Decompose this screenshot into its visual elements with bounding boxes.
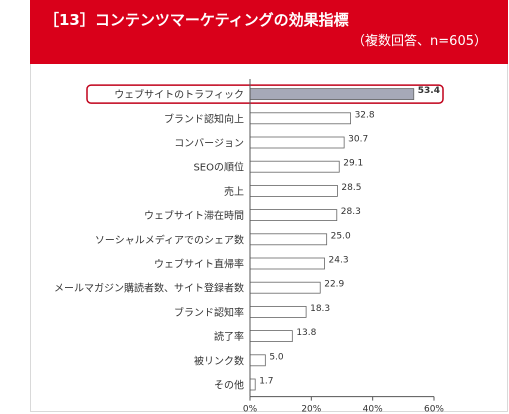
value-label: 13.8 [296,328,316,338]
value-label: 25.0 [331,231,351,241]
category-label: 売上 [224,185,244,198]
bar [249,209,338,222]
category-label: コンバージョン [174,138,244,150]
value-label: 22.9 [324,280,344,290]
category-label: SEOの順位 [193,161,244,174]
category-label: ウェブサイトのトラフィック [114,88,244,101]
value-label: 29.1 [343,159,363,169]
bar [249,378,256,391]
bar [249,112,351,125]
bar [249,354,266,367]
bar [249,305,307,318]
bar [249,184,338,197]
category-label: ブランド認知率 [174,306,244,319]
value-label: 28.3 [341,207,361,217]
bar [249,330,293,343]
bar [249,88,415,100]
value-label: 32.8 [355,110,375,120]
category-label: ウェブサイト滞在時間 [144,209,244,222]
x-tick-label: 0% [243,405,258,414]
bar [249,281,321,294]
value-label: 53.4 [418,86,440,96]
value-label: 28.5 [341,183,361,193]
category-label: 読了率 [214,330,244,343]
category-label: ウェブサイト直帰率 [154,258,244,271]
bar [249,257,325,270]
chart-title: ［13］コンテンツマーケティングの効果指標 [44,11,349,29]
category-label: ブランド認知向上 [164,112,244,125]
value-label: 24.3 [329,256,349,266]
bar [249,233,328,246]
chart-header [30,0,508,64]
value-label: 30.7 [348,135,368,145]
value-label: 5.0 [269,352,284,362]
highlight-outline [86,84,444,104]
category-label: ソーシャルメディアでのシェア数 [95,233,244,246]
x-tick-label: 60% [424,405,444,414]
category-label: メールマガジン購読者数、サイト登録者数 [54,282,244,295]
value-label: 1.7 [259,377,273,387]
bar [249,160,340,173]
chart-subtitle: （複数回答、n=605） [352,34,487,49]
category-label: その他 [214,379,244,392]
bar [249,136,345,149]
value-label: 18.3 [310,304,330,314]
x-tick-label: 20% [301,405,321,414]
chart-frame [30,0,508,412]
category-label: 被リンク数 [194,354,244,367]
x-tick-label: 40% [363,405,383,414]
